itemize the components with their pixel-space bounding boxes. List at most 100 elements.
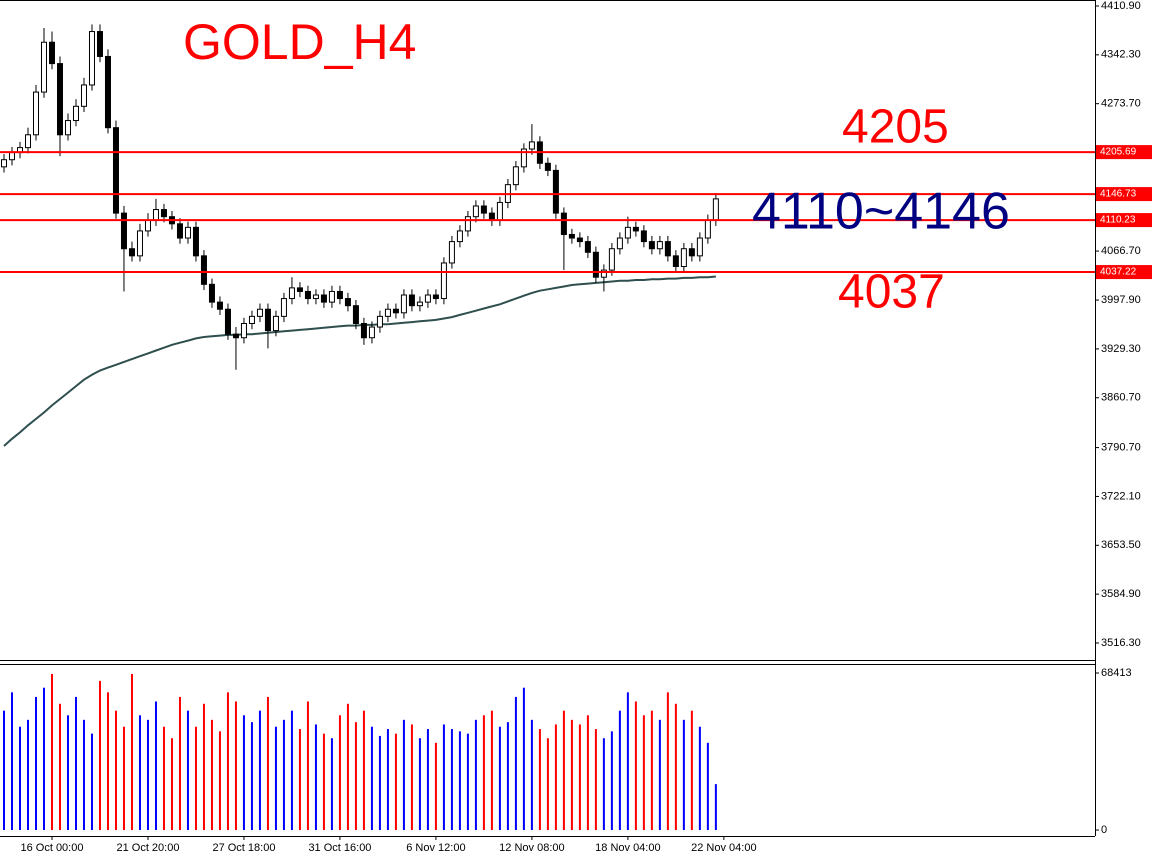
volume-bar: [34, 696, 37, 831]
volume-bar: [650, 710, 653, 831]
candle-body: [384, 308, 391, 317]
volume-bar: [90, 733, 93, 831]
y-tick-label: 4410.90: [1101, 0, 1141, 12]
volume-bar: [114, 710, 117, 831]
candle-body: [408, 294, 415, 307]
candle-body: [712, 198, 719, 221]
x-tick-label: 16 Oct 00:00: [20, 842, 83, 854]
candle-body: [400, 294, 407, 314]
candle-body: [608, 248, 615, 271]
volume-bar: [594, 729, 597, 831]
volume-bar: [634, 701, 637, 831]
level-tag: [1096, 187, 1152, 202]
x-tick-label: 18 Nov 04:00: [595, 842, 660, 854]
volume-bar: [562, 710, 565, 831]
volume-bar: [2, 710, 5, 831]
candle-body: [312, 294, 319, 300]
candle-body: [496, 201, 503, 221]
candle-body: [120, 212, 127, 250]
volume-bar: [298, 729, 301, 831]
volume-bar: [130, 673, 133, 831]
volume-bar: [10, 692, 13, 831]
candle-body: [320, 294, 327, 303]
candle-body: [568, 233, 575, 239]
volume-bar: [314, 724, 317, 831]
volume-bar: [714, 784, 717, 831]
candle-body: [424, 294, 431, 303]
candle-body: [672, 255, 679, 268]
volume-bar: [370, 726, 373, 831]
candle-body: [144, 219, 151, 232]
volume-bar: [178, 696, 181, 831]
volume-bar: [434, 742, 437, 831]
candle-body: [96, 31, 103, 57]
candle-body: [648, 241, 655, 250]
candle-body: [456, 230, 463, 243]
level-label: 4037.22: [1100, 267, 1137, 278]
volume-bar: [474, 719, 477, 831]
volume-bar: [290, 710, 293, 831]
x-tick-label: 22 Nov 04:00: [691, 842, 756, 854]
candle-body: [32, 91, 39, 136]
volume-bar: [154, 701, 157, 831]
volume-bar: [458, 731, 461, 831]
volume-bar: [258, 710, 261, 831]
volume-bar: [58, 703, 61, 831]
candle-body: [24, 134, 31, 149]
candle-body: [632, 226, 639, 232]
level-label: 4146.73: [1100, 189, 1137, 200]
annotation: 4110~4146: [752, 183, 1010, 241]
y-tick-label: 3516.30: [1101, 637, 1141, 649]
volume-bar: [18, 726, 21, 831]
volume-bar: [386, 729, 389, 831]
volume-bar: [202, 703, 205, 831]
x-tick-label: 31 Oct 16:00: [308, 842, 371, 854]
volume-bar: [170, 738, 173, 831]
volume-bar: [482, 715, 485, 831]
candle-body: [88, 31, 95, 86]
volume-bar: [394, 733, 397, 831]
candle-body: [344, 298, 351, 307]
volume-bar: [450, 729, 453, 831]
volume-bar: [218, 731, 221, 831]
volume-bar: [186, 710, 189, 831]
volume-bar: [74, 696, 77, 831]
y-tick-label: 3997.90: [1101, 294, 1141, 306]
candle-body: [192, 226, 199, 257]
candle-body: [136, 230, 143, 257]
candle-body: [520, 148, 527, 168]
candle-body: [440, 262, 447, 300]
volume-bar: [490, 710, 493, 831]
candle-body: [200, 255, 207, 285]
y-tick-label: 4342.30: [1101, 49, 1141, 61]
volume-bar: [266, 696, 269, 831]
volume-bar: [658, 719, 661, 831]
volume-bar: [82, 719, 85, 831]
candle-body: [208, 283, 215, 303]
candle-body: [392, 308, 399, 314]
volume-bar: [274, 726, 277, 831]
volume-bar: [378, 735, 381, 831]
volume-bar: [338, 715, 341, 831]
volume-bar: [346, 703, 349, 831]
candle-body: [576, 237, 583, 243]
y-tick-label: 3584.90: [1101, 588, 1141, 600]
level-tag: [1096, 145, 1152, 160]
y-tick-label: 4066.70: [1101, 245, 1141, 257]
candle-body: [360, 322, 367, 339]
volume-bar: [466, 733, 469, 831]
volume-bar: [66, 715, 69, 831]
candle-body: [128, 248, 135, 257]
candle-body: [288, 287, 295, 300]
candle-body: [152, 209, 159, 221]
volume-bar: [570, 719, 573, 831]
candle-body: [40, 41, 47, 93]
volume-bar: [514, 696, 517, 831]
candle-body: [304, 290, 311, 300]
volume-bar: [194, 726, 197, 831]
candle-body: [368, 326, 375, 339]
candle-body: [272, 315, 279, 332]
candle-body: [248, 315, 255, 324]
candle-body: [552, 169, 559, 214]
annotation: 4037: [838, 266, 945, 319]
